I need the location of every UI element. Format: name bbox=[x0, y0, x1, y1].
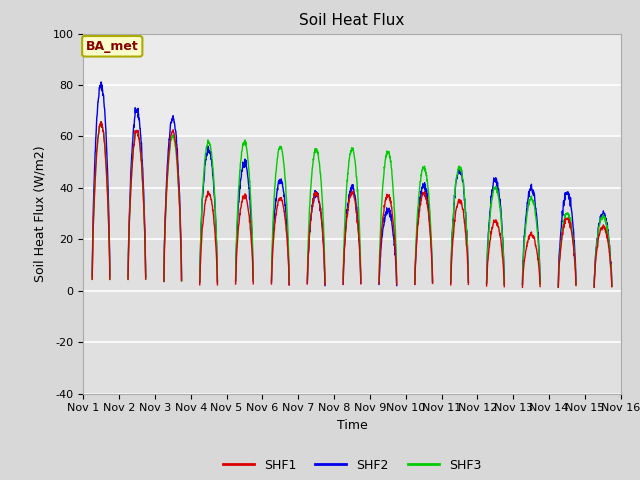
X-axis label: Time: Time bbox=[337, 419, 367, 432]
Y-axis label: Soil Heat Flux (W/m2): Soil Heat Flux (W/m2) bbox=[34, 145, 47, 282]
SHF2 bbox=[379, 226, 387, 232]
SHF3 bbox=[570, 239, 577, 244]
Line: SHF1: SHF1 bbox=[92, 122, 612, 288]
Line: SHF3: SHF3 bbox=[92, 122, 612, 287]
Text: BA_met: BA_met bbox=[86, 40, 139, 53]
Bar bbox=[83, 34, 621, 136]
Title: Soil Heat Flux: Soil Heat Flux bbox=[300, 13, 404, 28]
SHF3 bbox=[379, 180, 387, 186]
SHF2 bbox=[570, 226, 577, 231]
SHF1 bbox=[379, 214, 387, 220]
Line: SHF2: SHF2 bbox=[92, 82, 612, 287]
Legend: SHF1, SHF2, SHF3: SHF1, SHF2, SHF3 bbox=[218, 454, 486, 477]
SHF1 bbox=[570, 242, 577, 248]
